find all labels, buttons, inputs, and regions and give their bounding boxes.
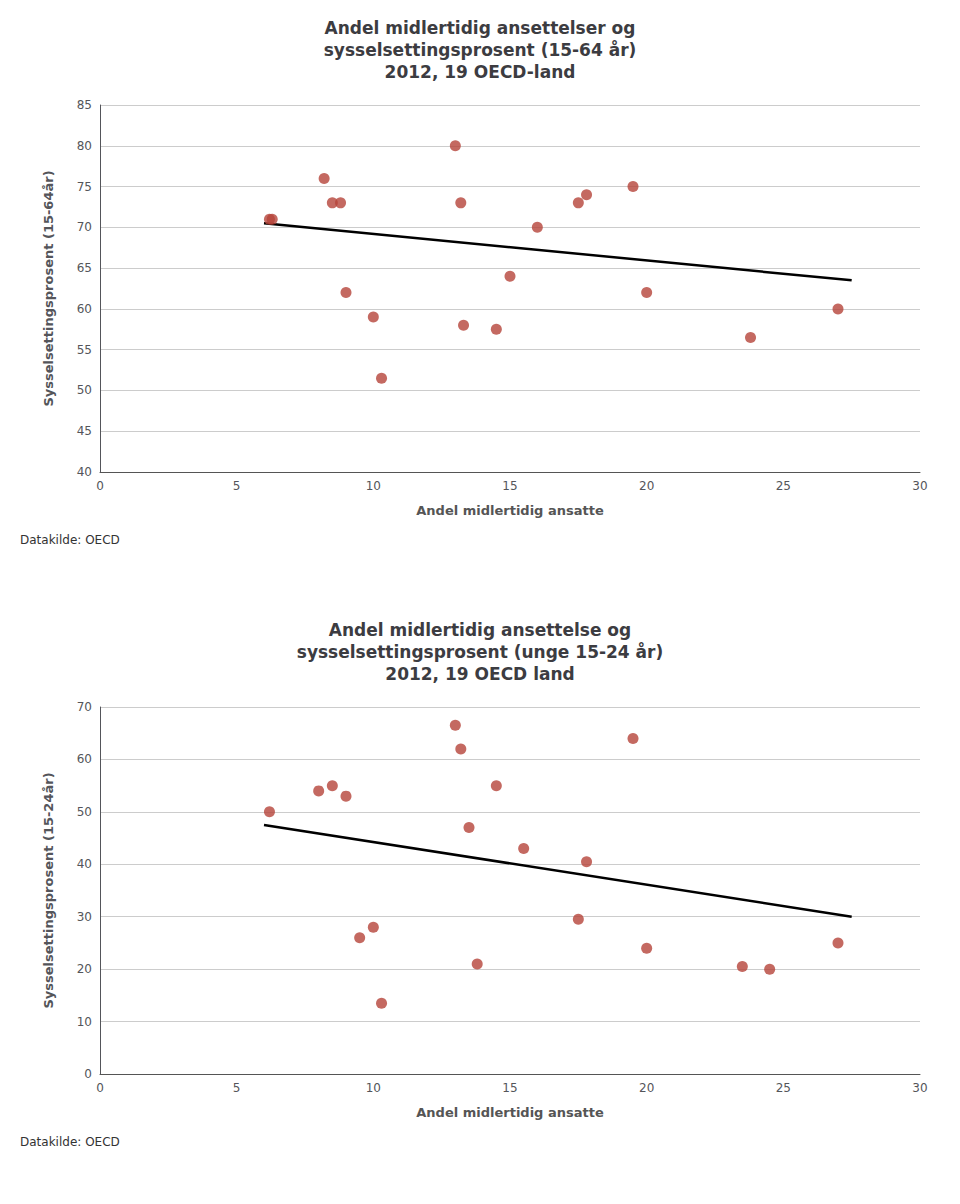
svg-text:30: 30 <box>912 479 927 493</box>
svg-text:Datakilde: OECD: Datakilde: OECD <box>20 533 120 547</box>
svg-text:85: 85 <box>77 98 92 112</box>
svg-text:Sysselsettingsprosent (15-64år: Sysselsettingsprosent (15-64år) <box>41 170 56 406</box>
svg-text:2012, 19 OECD-land: 2012, 19 OECD-land <box>385 62 576 82</box>
svg-text:60: 60 <box>77 302 92 316</box>
svg-text:5: 5 <box>233 479 241 493</box>
svg-text:Andel midlertidig ansatte: Andel midlertidig ansatte <box>416 1105 604 1120</box>
svg-text:Sysselsettingsprosent (15-24år: Sysselsettingsprosent (15-24år) <box>41 772 56 1008</box>
svg-text:10: 10 <box>366 1081 381 1095</box>
svg-text:40: 40 <box>77 857 92 871</box>
svg-text:0: 0 <box>96 1081 104 1095</box>
svg-text:15: 15 <box>502 479 517 493</box>
svg-text:50: 50 <box>77 805 92 819</box>
svg-text:70: 70 <box>77 700 92 714</box>
svg-text:30: 30 <box>912 1081 927 1095</box>
svg-text:70: 70 <box>77 220 92 234</box>
svg-text:40: 40 <box>77 465 92 479</box>
svg-text:Andel midlertidig ansettelse o: Andel midlertidig ansettelse og <box>329 620 631 640</box>
svg-text:75: 75 <box>77 180 92 194</box>
svg-text:Datakilde: OECD: Datakilde: OECD <box>20 1135 120 1149</box>
svg-text:20: 20 <box>639 1081 654 1095</box>
svg-text:25: 25 <box>776 479 791 493</box>
svg-text:25: 25 <box>776 1081 791 1095</box>
svg-text:sysselsettingsprosent (15-64 å: sysselsettingsprosent (15-64 år) <box>324 39 637 60</box>
svg-text:10: 10 <box>366 479 381 493</box>
svg-text:60: 60 <box>77 752 92 766</box>
svg-text:50: 50 <box>77 383 92 397</box>
svg-text:Andel midlertidig ansatte: Andel midlertidig ansatte <box>416 503 604 518</box>
svg-text:2012, 19 OECD land: 2012, 19 OECD land <box>385 664 574 684</box>
svg-text:65: 65 <box>77 261 92 275</box>
svg-text:sysselsettingsprosent (unge 15: sysselsettingsprosent (unge 15-24 år) <box>297 641 663 662</box>
svg-text:55: 55 <box>77 343 92 357</box>
svg-text:10: 10 <box>77 1015 92 1029</box>
svg-text:20: 20 <box>639 479 654 493</box>
svg-text:45: 45 <box>77 424 92 438</box>
svg-text:80: 80 <box>77 139 92 153</box>
svg-text:20: 20 <box>77 962 92 976</box>
svg-text:15: 15 <box>502 1081 517 1095</box>
svg-text:30: 30 <box>77 910 92 924</box>
svg-text:5: 5 <box>233 1081 241 1095</box>
svg-text:0: 0 <box>96 479 104 493</box>
svg-text:0: 0 <box>84 1067 92 1081</box>
svg-text:Andel midlertidig ansettelser: Andel midlertidig ansettelser og <box>325 18 636 38</box>
